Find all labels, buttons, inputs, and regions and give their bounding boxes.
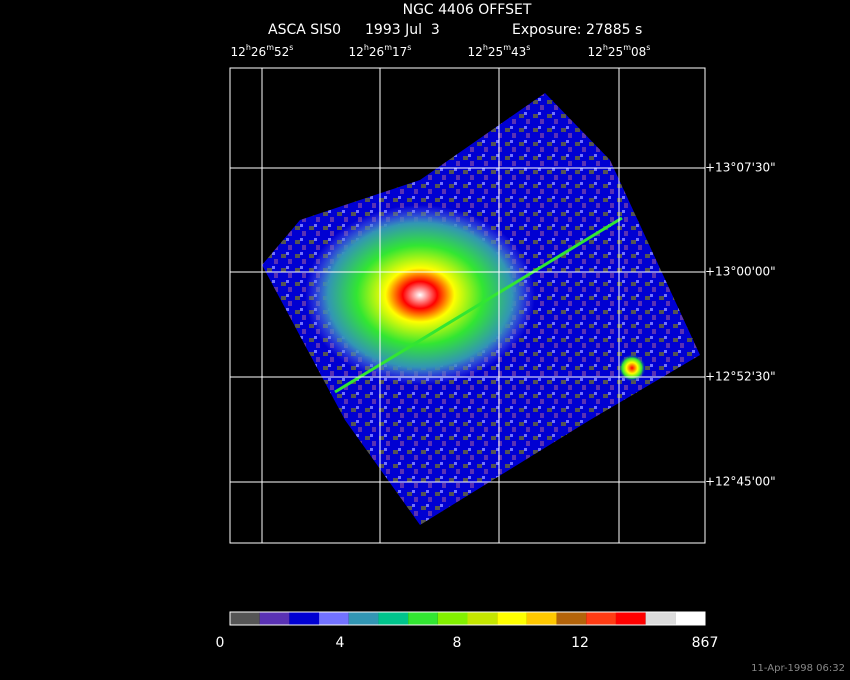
title: NGC 4406 OFFSET [403, 2, 532, 18]
ra-value: 17 [392, 45, 407, 59]
ra-value: 26 [369, 45, 384, 59]
colorbar: 0 4 8 12 867 [216, 611, 719, 651]
colorbar-segment [319, 612, 349, 625]
colorbar-segment [526, 612, 557, 625]
ra-value: 12 [468, 45, 483, 59]
ra-unit: s [526, 43, 530, 52]
ra-unit: m [503, 43, 511, 52]
colorbar-segment [675, 612, 705, 625]
dec-label: +12°52'30" [705, 370, 776, 384]
galaxy-emission [305, 205, 535, 385]
timestamp: 11-Apr-1998 06:32 [751, 663, 845, 674]
colorbar-segment [289, 612, 320, 625]
ra-unit: h [246, 43, 251, 52]
instrument: ASCA SIS0 [268, 22, 341, 38]
streak [334, 216, 623, 394]
ra-value: 26 [251, 45, 266, 59]
colorbar-label: 4 [336, 635, 345, 651]
colorbar-frame [229, 611, 706, 626]
dec-label: +13°00'00" [705, 265, 776, 279]
ra-unit: h [603, 43, 608, 52]
grid [230, 68, 705, 543]
ra-value: 25 [488, 45, 503, 59]
ra-unit: h [364, 43, 369, 52]
ra-label: 12h26m52s [231, 43, 294, 59]
ra-label: 12h26m17s [349, 43, 412, 59]
ra-unit: m [623, 43, 631, 52]
ra-label: 12h25m08s [588, 43, 651, 59]
ra-unit: h [483, 43, 488, 52]
dec-labels: +13°07'30" +13°00'00" +12°52'30" +12°45'00" [705, 161, 776, 489]
ra-unit: m [384, 43, 392, 52]
date: 1993 Jul 3 [365, 22, 440, 38]
ra-value: 12 [588, 45, 603, 59]
colorbar-label: 8 [453, 635, 462, 651]
colorbar-segment [467, 612, 498, 625]
ra-value: 52 [274, 45, 289, 59]
ra-unit: s [407, 43, 411, 52]
colorbar-label: 0 [216, 635, 225, 651]
colorbar-segment [645, 612, 676, 625]
colorbar-segment [408, 612, 438, 625]
ra-value: 25 [608, 45, 623, 59]
ra-label: 12h25m43s [468, 43, 531, 59]
ra-unit: s [289, 43, 293, 52]
colorbar-segment [378, 612, 409, 625]
dec-label: +13°07'30" [705, 161, 776, 175]
ra-value: 08 [631, 45, 646, 59]
ra-unit: s [646, 43, 650, 52]
colorbar-label: 12 [571, 635, 589, 651]
exposure: Exposure: 27885 s [512, 22, 642, 38]
ra-unit: m [266, 43, 274, 52]
ra-value: 12 [349, 45, 364, 59]
colorbar-segment [615, 612, 646, 625]
colorbar-segment [556, 612, 587, 625]
point-source [618, 354, 646, 382]
colorbar-segment [348, 612, 379, 625]
dec-label: +12°45'00" [705, 475, 776, 489]
colorbar-segment [497, 612, 527, 625]
ra-value: 12 [231, 45, 246, 59]
colorbar-segment [586, 612, 616, 625]
ra-labels: 12h26m52s 12h26m17s 12h25m43s 12h25m08s [231, 43, 651, 59]
colorbar-segment [437, 612, 468, 625]
colorbar-segment [259, 612, 290, 625]
colorbar-segment [230, 612, 260, 625]
ra-value: 43 [511, 45, 526, 59]
colorbar-label: 867 [692, 635, 719, 651]
